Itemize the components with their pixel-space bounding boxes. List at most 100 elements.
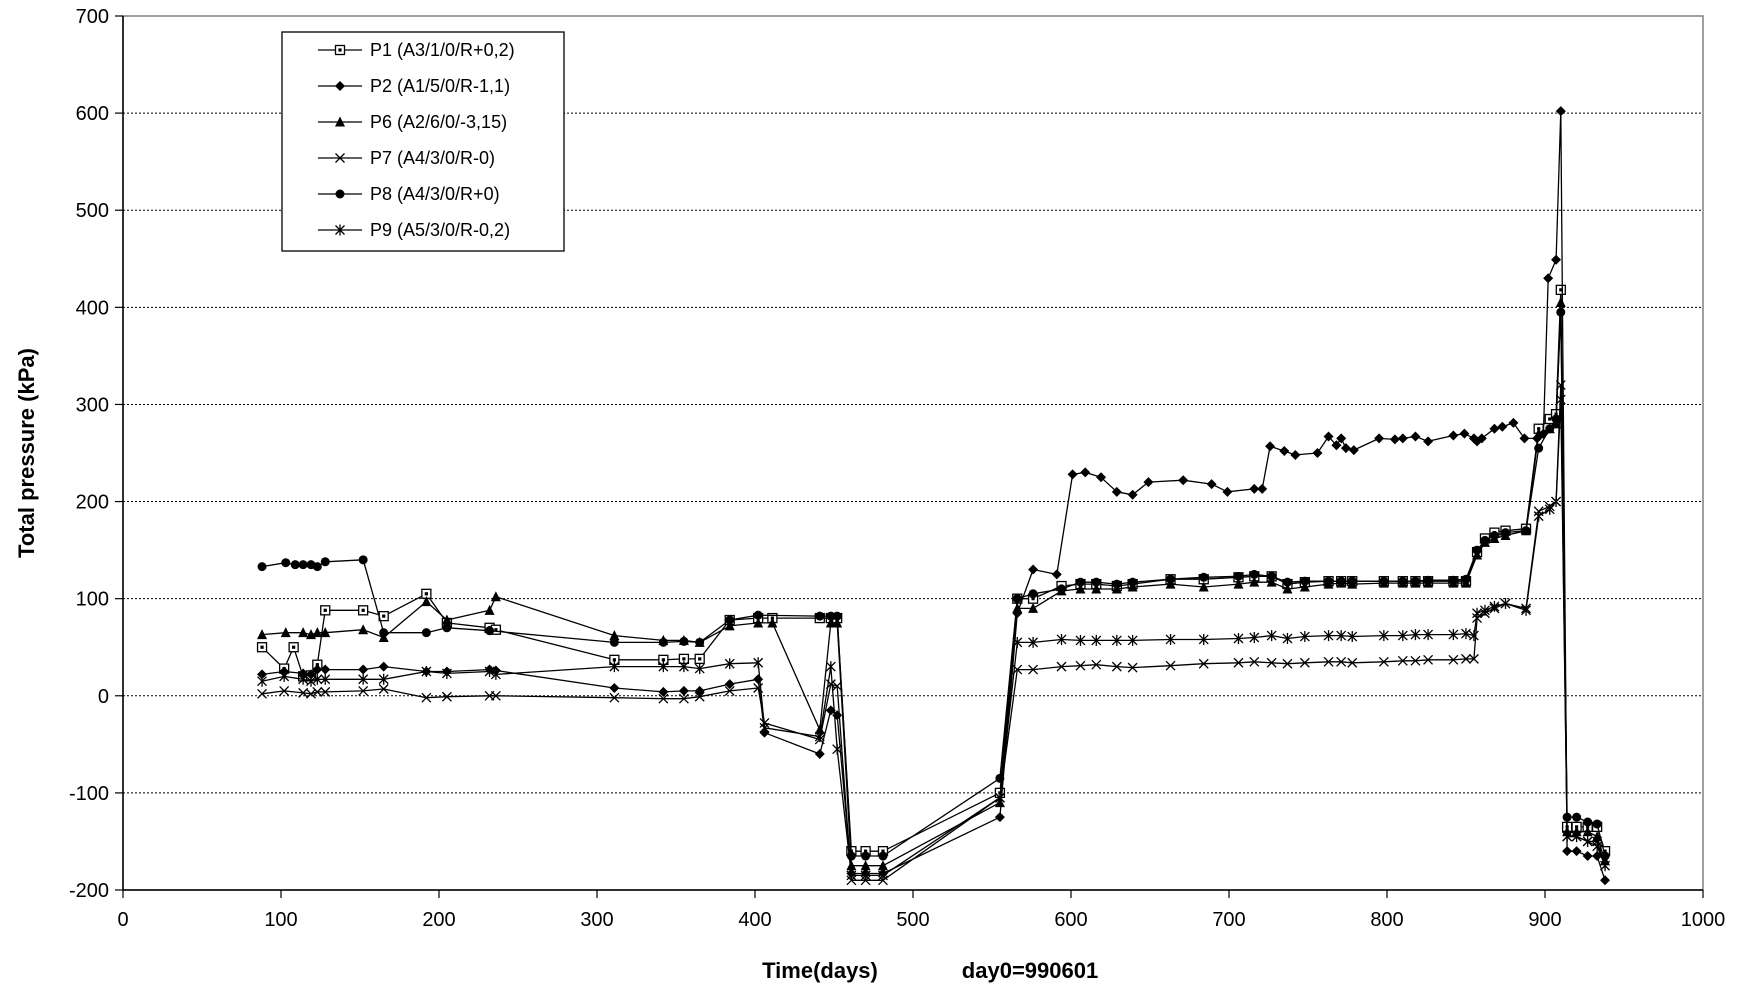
y-axis-title: Total pressure (kPa) xyxy=(14,348,39,558)
y-tick-label: -200 xyxy=(69,880,109,902)
data-point xyxy=(1582,851,1593,862)
data-point xyxy=(358,673,369,685)
data-point xyxy=(280,627,291,638)
data-point xyxy=(1374,433,1385,444)
data-point xyxy=(312,664,323,675)
data-point xyxy=(1389,434,1400,445)
data-point xyxy=(1323,656,1334,667)
x-tick-label: 800 xyxy=(1370,909,1403,931)
series-6 xyxy=(257,394,1610,881)
data-point xyxy=(1056,633,1067,645)
data-point xyxy=(1028,564,1039,575)
data-point xyxy=(994,812,1005,823)
data-point xyxy=(832,681,843,692)
data-point xyxy=(825,705,836,716)
data-point xyxy=(1448,575,1458,585)
x-tick-label: 300 xyxy=(580,909,613,931)
data-point xyxy=(1423,629,1434,641)
legend-label: P6 (A2/6/0/-3,15) xyxy=(370,112,507,132)
data-point xyxy=(1448,629,1459,641)
data-point xyxy=(1312,448,1323,458)
data-point xyxy=(1028,589,1038,599)
data-point xyxy=(1166,574,1176,584)
data-point xyxy=(878,869,888,881)
data-point xyxy=(1265,441,1276,452)
y-tick-label: 100 xyxy=(76,589,109,611)
data-point xyxy=(358,685,369,696)
data-point xyxy=(1336,656,1347,667)
data-point xyxy=(1340,443,1351,454)
data-point xyxy=(1012,636,1023,648)
data-point xyxy=(1028,664,1039,675)
data-point xyxy=(725,615,735,625)
data-point xyxy=(609,661,620,673)
legend-marker xyxy=(335,189,345,199)
data-point xyxy=(658,661,669,673)
data-point xyxy=(358,664,369,675)
data-point xyxy=(306,669,317,680)
data-point xyxy=(1555,296,1566,307)
data-point xyxy=(1249,576,1260,587)
data-point xyxy=(1397,630,1408,642)
data-point xyxy=(1521,526,1531,536)
data-point xyxy=(484,666,495,677)
data-point xyxy=(441,667,452,679)
data-point xyxy=(1472,607,1483,619)
x-tick-label: 200 xyxy=(422,909,455,931)
data-point xyxy=(1282,583,1293,594)
data-point xyxy=(1448,654,1459,665)
data-point xyxy=(1461,653,1471,664)
data-point xyxy=(1600,851,1610,861)
data-point xyxy=(1555,106,1566,117)
y-tick-label: 700 xyxy=(76,6,109,28)
data-point xyxy=(1331,440,1342,451)
data-point xyxy=(1459,428,1470,439)
data-point xyxy=(288,642,299,653)
data-point xyxy=(320,627,331,638)
data-point xyxy=(679,636,689,646)
data-point xyxy=(1572,812,1582,822)
data-point xyxy=(1056,661,1067,672)
data-point xyxy=(1555,284,1566,296)
data-point xyxy=(281,558,291,568)
data-point xyxy=(1600,860,1610,872)
data-point xyxy=(1397,433,1408,444)
data-point xyxy=(306,688,316,699)
data-point xyxy=(724,658,735,670)
data-point xyxy=(1111,486,1122,497)
y-tick-label: 200 xyxy=(76,492,109,514)
data-point xyxy=(753,617,764,628)
data-point xyxy=(1222,486,1233,497)
data-point xyxy=(320,686,331,697)
data-point xyxy=(1468,630,1479,642)
data-point xyxy=(490,591,501,602)
data-point xyxy=(1233,571,1243,581)
data-point xyxy=(320,664,331,675)
data-point xyxy=(257,669,268,680)
x-tick-label: 1000 xyxy=(1681,909,1726,931)
data-point xyxy=(379,628,389,638)
data-point xyxy=(1051,569,1062,580)
data-point xyxy=(1378,656,1389,667)
data-point xyxy=(421,666,432,677)
data-point xyxy=(484,604,495,615)
data-point xyxy=(312,627,323,638)
data-point xyxy=(609,637,619,647)
data-point xyxy=(1012,594,1022,604)
data-point xyxy=(1112,579,1122,589)
data-point xyxy=(1533,428,1544,439)
data-point xyxy=(1299,581,1310,592)
legend-label: P7 (A4/3/0/R-0) xyxy=(370,148,495,168)
data-point xyxy=(658,686,669,697)
y-tick-label: 500 xyxy=(76,200,109,222)
data-point xyxy=(1111,661,1122,672)
data-point xyxy=(1127,489,1138,500)
data-point xyxy=(298,560,308,570)
legend-marker xyxy=(334,44,346,56)
data-point xyxy=(1489,423,1500,434)
data-point xyxy=(1379,576,1389,586)
data-point xyxy=(1067,469,1078,480)
data-point xyxy=(724,620,735,631)
data-point xyxy=(1489,531,1499,541)
data-point xyxy=(1592,819,1602,829)
